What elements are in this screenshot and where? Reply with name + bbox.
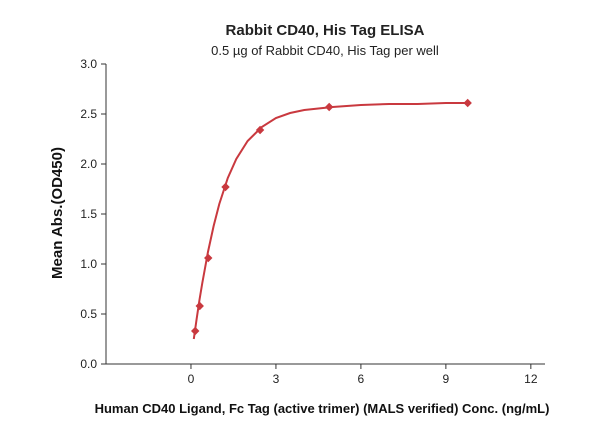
x-tick-label: 9	[443, 372, 450, 386]
data-point-marker	[195, 301, 204, 311]
y-tick-label: 2.0	[80, 157, 97, 171]
data-point-marker	[463, 98, 472, 108]
y-tick-label: 1.5	[80, 207, 97, 221]
y-tick-label: 1.0	[80, 257, 97, 271]
x-axis-label: Human CD40 Ligand, Fc Tag (active trimer…	[95, 401, 550, 416]
data-point-marker	[204, 253, 213, 263]
chart-subtitle: 0.5 µg of Rabbit CD40, His Tag per well	[211, 43, 439, 58]
data-point-marker	[221, 182, 230, 192]
y-tick-label: 0.0	[80, 357, 97, 371]
y-tick-label: 3.0	[80, 57, 97, 71]
y-axis-ticks: 0.0 0.5 1.0 1.5 2.0 2.5 3.0	[80, 57, 106, 371]
y-tick-label: 0.5	[80, 307, 97, 321]
x-tick-label: 12	[524, 372, 538, 386]
x-tick-label: 0	[188, 372, 195, 386]
data-point-marker	[324, 102, 334, 112]
data-point-marker	[255, 125, 265, 135]
x-axis-ticks: 0 3 6 9 12	[188, 364, 538, 386]
fit-curve	[192, 102, 468, 340]
chart-title: Rabbit CD40, His Tag ELISA	[226, 22, 425, 39]
data-point-marker	[191, 326, 200, 336]
plot-area: 0.0 0.5 1.0 1.5 2.0 2.5 3.0 0 3 6 9 12	[80, 57, 545, 386]
y-axis-label: Mean Abs.(OD450)	[49, 147, 66, 279]
x-tick-label: 6	[358, 372, 365, 386]
y-tick-label: 2.5	[80, 107, 97, 121]
data-markers	[191, 98, 472, 336]
x-tick-label: 3	[273, 372, 280, 386]
